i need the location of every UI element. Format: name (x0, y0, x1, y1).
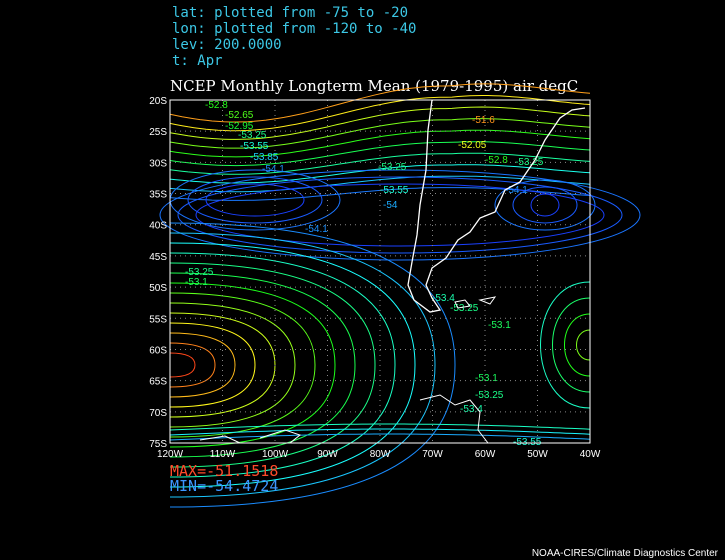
contour-line (169, 282, 336, 448)
coastline (199, 296, 497, 444)
contour-label: -52.8 (205, 100, 228, 111)
lat-label: 40S (149, 221, 167, 232)
lat-label: 20S (149, 96, 167, 107)
contour-line (169, 83, 591, 123)
lat-label: 35S (149, 190, 167, 201)
lon-label: 110W (210, 449, 236, 460)
contour-line (169, 164, 591, 184)
contour-label: -52.8 (485, 155, 508, 166)
contour-label: -53.55 (240, 141, 269, 152)
contour-label: -54 (383, 200, 398, 211)
lon-label: 50W (527, 449, 548, 460)
lat-label: 30S (149, 158, 167, 169)
contour-line (205, 183, 305, 217)
contour-line (564, 313, 591, 377)
lat-label: 70S (149, 408, 167, 419)
header-line: lev: 200.0000 (172, 37, 282, 53)
lon-label: 100W (262, 449, 289, 460)
header-line: lon: plotted from -120 to -40 (172, 21, 416, 37)
contour-line (169, 95, 591, 132)
contour-label: -53.25 (378, 162, 407, 173)
lat-label: 45S (149, 252, 167, 263)
lat-label: 55S (149, 314, 167, 325)
lat-label: 25S (149, 127, 167, 138)
contour-label: -53.85 (250, 152, 279, 163)
contour-line (169, 129, 591, 158)
lat-label: 50S (149, 283, 167, 294)
contour-line (552, 297, 591, 393)
contour-label: -53.25 (450, 303, 479, 314)
contour-line (169, 302, 296, 428)
contour-label: -53.4 (432, 293, 455, 304)
contour-line (159, 169, 641, 261)
contour-line (169, 232, 436, 498)
lon-label: 60W (475, 449, 496, 460)
contour-label: -54.1 (505, 185, 528, 196)
contour-label: -53.25 (475, 390, 504, 401)
contour-line (169, 252, 396, 478)
contour-line (187, 176, 323, 224)
contour-label: -53.1 (475, 373, 498, 384)
contour-label: -51.6 (472, 115, 495, 126)
map-frame (169, 99, 591, 444)
contour-label: -53.55 (380, 185, 409, 196)
contour-label: -53.1 (488, 320, 511, 331)
contour-line (169, 175, 591, 193)
coastline (407, 99, 586, 313)
contour-line (169, 423, 591, 431)
lon-label: 90W (317, 449, 338, 460)
contour-line (169, 428, 591, 436)
contour-line (169, 141, 591, 167)
lat-label: 75S (149, 439, 167, 450)
footer: NOAA-CIRES/Climate Diagnostics Center (532, 548, 719, 559)
header-line: lat: plotted from -75 to -20 (172, 5, 408, 21)
contour-line (576, 329, 591, 361)
contour-label: -54.1 (305, 224, 328, 235)
contour-label: -53.1 (185, 277, 208, 288)
lon-label: 80W (370, 449, 391, 460)
contour-label: -52.95 (225, 121, 254, 132)
lon-label: 120W (157, 449, 184, 460)
lon-label: 70W (422, 449, 443, 460)
lon-label: 40W (580, 449, 601, 460)
lat-label: 65S (149, 377, 167, 388)
min-label: MIN=-54.4724 (170, 477, 278, 495)
contour-line (512, 186, 578, 224)
contour-label: -52.65 (225, 110, 254, 121)
contour-line (169, 262, 376, 468)
contour-line (169, 342, 216, 388)
contour-label: -53.25 (238, 130, 267, 141)
max-label: MAX=-51.1518 (170, 462, 278, 480)
contour-line (177, 176, 623, 254)
contour-line (169, 352, 196, 378)
contour-line (169, 332, 236, 398)
contour-label: -52.05 (458, 140, 487, 151)
contour-label: -53.4 (460, 404, 483, 415)
contour-label: -53.25 (515, 157, 544, 168)
contour-line (169, 222, 456, 508)
contour-label: -53.25 (185, 267, 214, 278)
ticks: 20S 25S 30S 35S 40S 45S 50S 55S 60S 65S 70S 75S120W… (149, 96, 601, 460)
lat-label: 60S (149, 345, 167, 356)
contour-line (195, 183, 605, 247)
grid (170, 100, 590, 443)
contour-line (494, 179, 596, 231)
contour-line (540, 281, 591, 409)
contour-line (169, 433, 591, 441)
contour-line (169, 152, 591, 175)
contour-label: -54.1 (262, 164, 285, 175)
map-title: NCEP Monthly Longterm Mean (1979-1995) a… (170, 77, 578, 95)
contour-line (169, 242, 416, 488)
header-line: t: Apr (172, 53, 223, 69)
